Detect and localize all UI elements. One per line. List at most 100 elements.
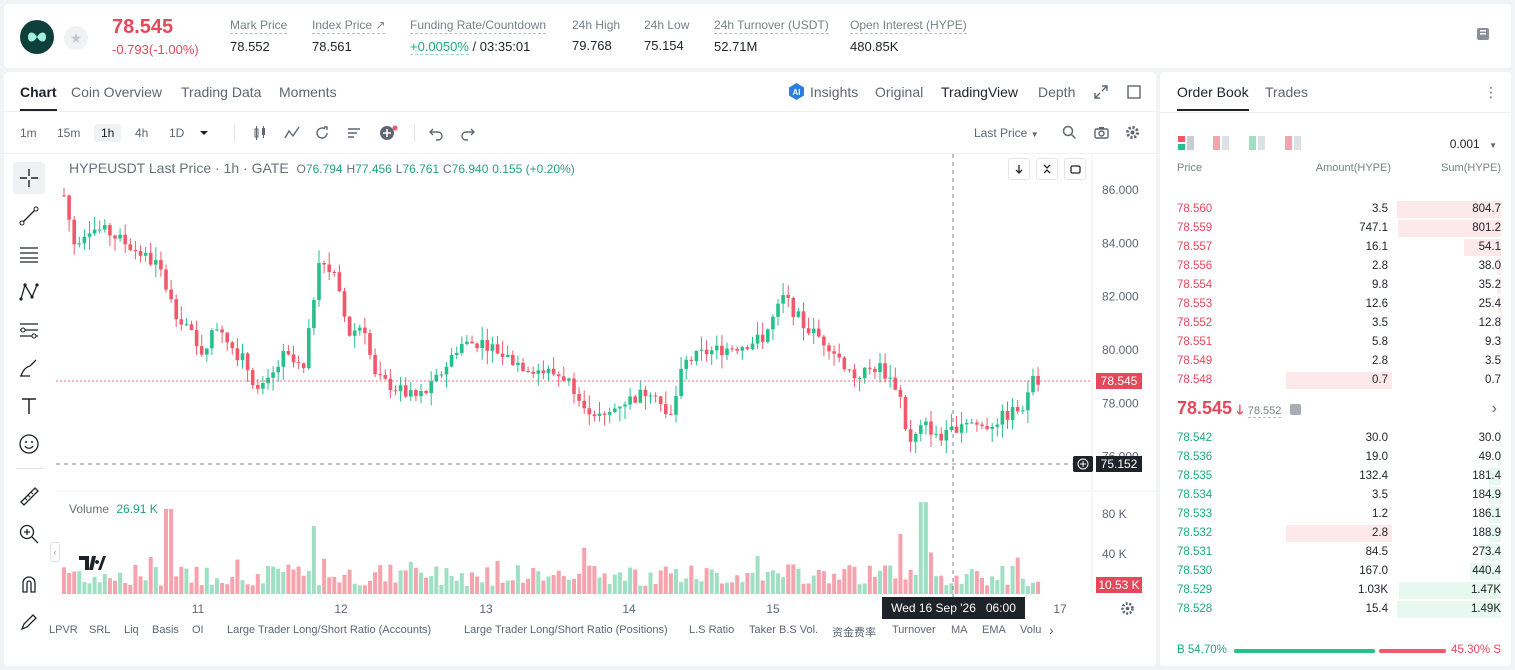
indicator-ma[interactable]: MA [951,624,968,636]
timeframe-4h[interactable]: 4h [135,126,149,140]
fibonacci-icon[interactable] [13,314,45,346]
indicator-lpvr[interactable]: LPVR [49,624,78,636]
tab-original[interactable]: Original [875,84,924,100]
ask-row[interactable]: 78.548 0.7 0.7 [1160,371,1511,390]
brush-icon[interactable] [13,352,45,384]
timeframe-1m[interactable]: 1m [20,126,37,140]
tab-depth[interactable]: Depth [1038,84,1076,100]
bid-row[interactable]: 78.535 132.4 181.4 [1160,467,1511,486]
bid-row[interactable]: 78.528 15.4 1.49K [1160,600,1511,619]
bid-row[interactable]: 78.534 3.5 184.9 [1160,486,1511,505]
indicator-turnover[interactable]: Turnover [892,624,936,636]
indicator-liq[interactable]: Liq [124,624,139,636]
indicator-ls-ratio[interactable]: L.S Ratio [689,624,735,636]
bid-row[interactable]: 78.530 167.0 440.4 [1160,562,1511,581]
search-icon[interactable] [1062,125,1078,141]
redo-icon[interactable] [460,125,476,141]
horizontal-lines-icon[interactable] [13,238,45,270]
chevron-right-icon[interactable]: › [1491,400,1497,417]
candlestick-type-icon[interactable] [252,125,268,141]
pencil-lock-icon[interactable] [13,606,45,638]
favorite-star-icon[interactable]: ★ [64,26,88,50]
bid-row[interactable]: 78.531 84.5 273.4 [1160,543,1511,562]
notebook-icon[interactable] [1475,26,1493,44]
view-both-icon[interactable] [1177,135,1195,156]
indicator-ls-accounts[interactable]: Large Trader Long/Short Ratio (Accounts) [227,624,432,636]
bid-row[interactable]: 78.532 2.8 188.9 [1160,524,1511,543]
tab-order-book[interactable]: Order Book [1177,84,1249,111]
ask-row[interactable]: 78.560 3.5 804.7 [1160,200,1511,219]
collapse-sidebar-button[interactable]: ‹ [50,542,60,562]
stat-open-interest[interactable]: Open Interest (HYPE) 480.85K [850,18,967,54]
ask-row[interactable]: 78.556 2.8 38.0 [1160,257,1511,276]
expand-icon[interactable] [1094,85,1108,104]
stat-mark-price[interactable]: Mark Price 78.552 [230,18,288,54]
view-bids-icon[interactable] [1248,135,1266,156]
stat-funding-rate[interactable]: Funding Rate/Countdown +0.0050% / 03:35:… [410,18,547,55]
ask-row[interactable]: 78.554 9.8 35.2 [1160,276,1511,295]
gear-icon[interactable] [1125,125,1141,141]
undo-icon[interactable] [428,125,444,141]
bid-row[interactable]: 78.536 19.0 49.0 [1160,448,1511,467]
ask-row[interactable]: 78.559 747.1 801.2 [1160,219,1511,238]
indicator-funding-rate[interactable]: 资金费率 [832,627,876,639]
pattern-icon[interactable] [13,276,45,308]
indicator-volume[interactable]: Volu [1020,624,1042,636]
mid-price-row[interactable]: 78.545 🡓 78.552 [1177,398,1301,423]
more-options-icon[interactable]: ⋮ [1484,84,1498,100]
templates-icon[interactable] [346,125,362,141]
trend-line-icon[interactable] [13,200,45,232]
ask-row[interactable]: 78.553 12.6 25.4 [1160,295,1511,314]
indicators-icon[interactable] [284,125,300,141]
tab-chart[interactable]: Chart [20,84,57,111]
tab-trades[interactable]: Trades [1265,84,1309,100]
ask-row[interactable]: 78.549 2.8 3.5 [1160,352,1511,371]
ruler-icon[interactable] [13,480,45,512]
ask-row[interactable]: 78.552 3.5 12.8 [1160,314,1511,333]
emoji-icon[interactable] [13,428,45,460]
volume-bar [689,565,694,594]
tab-moments[interactable]: Moments [279,84,337,100]
bid-row[interactable]: 78.529 1.03K 1.47K [1160,581,1511,600]
indicator-srl[interactable]: SRL [89,624,111,636]
add-indicator-icon[interactable] [379,125,398,141]
add-alert-icon[interactable] [1073,456,1093,472]
precision-select[interactable]: 0.001 ▼ [1450,137,1497,151]
tab-coin-overview[interactable]: Coin Overview [71,84,163,100]
view-asks-icon[interactable] [1212,135,1230,156]
indicator-oi[interactable]: OI [192,624,204,636]
crosshair-icon[interactable] [13,162,45,194]
chevron-down-icon[interactable] [198,126,214,142]
text-tool-icon[interactable] [13,390,45,422]
view-depth-icon[interactable] [1284,135,1302,156]
maximize-pane-icon[interactable] [1064,158,1086,180]
ask-row[interactable]: 78.557 16.1 54.1 [1160,238,1511,257]
zoom-in-icon[interactable] [13,518,45,550]
timeframe-15m[interactable]: 15m [57,126,81,140]
bid-row[interactable]: 78.542 30.0 30.0 [1160,429,1511,448]
replay-icon[interactable] [314,125,330,141]
timeframe-1h[interactable]: 1h [94,124,122,142]
indicator-ema[interactable]: EMA [982,624,1006,636]
ask-row[interactable]: 78.551 5.8 9.3 [1160,333,1511,352]
price-type-select[interactable]: Last Price ▼ [974,126,1039,140]
collapse-pane-icon[interactable] [1036,158,1058,180]
camera-icon[interactable] [1094,125,1110,141]
magnet-icon[interactable] [13,568,45,600]
indicator-basis[interactable]: Basis [152,624,179,636]
scroll-down-icon[interactable] [1008,158,1030,180]
timeframe-1d[interactable]: 1D [169,126,185,140]
stat-24h-turnover[interactable]: 24h Turnover (USDT) 52.71M [714,18,829,54]
bid-row[interactable]: 78.533 1.2 186.1 [1160,505,1511,524]
indicator-taker-bs-vol[interactable]: Taker B.S Vol. [749,624,819,636]
tab-trading-data[interactable]: Trading Data [181,84,262,100]
tab-insights[interactable]: Insights [810,84,859,100]
tab-tradingview[interactable]: TradingView [941,84,1019,100]
chevron-right-icon[interactable]: › [1049,622,1054,638]
maximize-icon[interactable] [1127,85,1141,104]
settings-gear-icon[interactable] [1120,601,1135,621]
indicator-ls-positions[interactable]: Large Trader Long/Short Ratio (Positions… [464,624,668,636]
stat-index-price[interactable]: Index Price ↗ 78.561 [312,18,386,54]
